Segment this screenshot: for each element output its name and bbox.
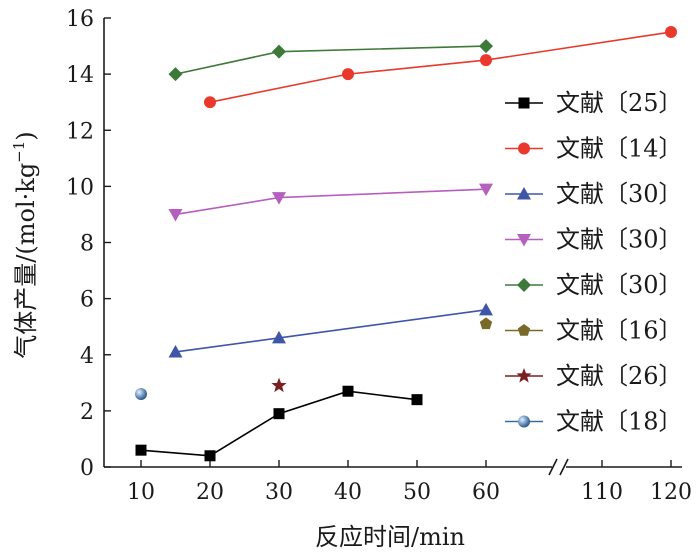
y-tick-label: 4 <box>80 344 94 369</box>
y-axis-title-group: 气体产量/(mol·kg−1) <box>10 131 40 358</box>
y-axis-title: 气体产量/(mol·kg−1) <box>10 131 40 358</box>
data-point-0-0 <box>135 444 147 456</box>
series-line-0 <box>140 390 418 457</box>
series-line-4 <box>175 45 487 75</box>
series-line-3 <box>175 188 487 216</box>
x-tick-label: 120 <box>650 480 692 505</box>
y-tick-label: 6 <box>80 288 94 313</box>
data-point-3-0 <box>168 208 183 222</box>
y-tick-label: 12 <box>66 119 94 144</box>
legend-label: 文献〔25〕 <box>556 89 683 117</box>
data-point-3-1 <box>272 192 286 205</box>
data-point-3-2 <box>479 183 493 197</box>
data-point-1-3 <box>665 26 677 39</box>
data-point-2-2 <box>479 302 493 316</box>
legend-marker <box>517 234 531 247</box>
legend-label: 文献〔16〕 <box>556 317 683 345</box>
y-tick-label: 10 <box>66 175 94 200</box>
legend-marker <box>517 324 531 336</box>
legend-marker <box>518 142 530 155</box>
data-point-7-0 <box>135 388 147 401</box>
legend-label: 文献〔14〕 <box>556 135 683 163</box>
x-tick-label: 10 <box>127 480 155 505</box>
y-tick-label: 14 <box>66 63 94 88</box>
legend-label: 文献〔30〕 <box>556 180 683 208</box>
y-tick-label: 2 <box>80 400 94 425</box>
legend-label: 文献〔18〕 <box>556 408 683 436</box>
series-line-2 <box>175 309 487 353</box>
legend-item: 文献〔25〕 <box>505 89 683 117</box>
data-point-2-1 <box>272 330 286 344</box>
legend-item: 文献〔30〕 <box>505 271 683 299</box>
data-point-4-2 <box>479 39 493 54</box>
legend-label: 文献〔30〕 <box>556 226 683 254</box>
x-tick-label: 50 <box>403 480 431 505</box>
data-point-4-1 <box>272 44 286 59</box>
data-point-4-0 <box>168 67 183 82</box>
y-tick-label: 0 <box>80 456 94 481</box>
legend-item: 文献〔26〕 <box>505 362 683 390</box>
legend-item: 文献〔18〕 <box>505 408 683 436</box>
legend: 文献〔25〕文献〔14〕文献〔30〕文献〔30〕文献〔30〕文献〔16〕文献〔2… <box>505 89 683 436</box>
data-point-0-3 <box>342 385 354 397</box>
x-tick-label: 40 <box>334 480 362 505</box>
legend-label: 文献〔30〕 <box>556 271 683 299</box>
data-point-0-2 <box>273 408 285 420</box>
legend-item: 文献〔16〕 <box>505 317 683 345</box>
legend-marker <box>517 187 531 200</box>
series-line-1 <box>209 31 672 103</box>
legend-item: 文献〔14〕 <box>505 135 683 163</box>
series-markers <box>135 26 677 462</box>
legend-item: 文献〔30〕 <box>505 180 683 208</box>
legend-item: 文献〔30〕 <box>505 226 683 254</box>
x-tick-label: 110 <box>581 480 623 505</box>
data-point-1-1 <box>342 68 354 81</box>
x-axis-title: 反应时间/min <box>315 523 465 551</box>
legend-marker <box>516 368 532 383</box>
y-ticks: 0 2 4 6 8 10 12 14 16 <box>66 7 111 481</box>
data-point-5-0 <box>479 317 493 330</box>
data-point-1-2 <box>480 54 492 67</box>
x-tick-label: 30 <box>265 480 293 505</box>
legend-label: 文献〔26〕 <box>556 362 683 390</box>
legend-marker <box>518 97 530 109</box>
y-axis-title-close: ) <box>12 131 40 140</box>
legend-marker <box>517 278 531 292</box>
x-tick-label: 60 <box>472 480 500 505</box>
y-axis-title-superscript: −1 <box>10 141 28 163</box>
y-tick-label: 16 <box>66 7 94 32</box>
axis-break-mark <box>548 458 569 476</box>
y-tick-label: 8 <box>80 232 94 257</box>
legend-marker <box>518 415 530 428</box>
data-point-2-0 <box>168 344 183 358</box>
x-ticks: 10 20 30 40 50 60 110 120 <box>127 460 692 505</box>
x-tick-label: 20 <box>196 480 224 505</box>
data-point-0-1 <box>204 450 216 462</box>
data-point-6-0 <box>271 377 287 393</box>
data-point-1-0 <box>204 96 216 109</box>
data-point-0-4 <box>411 394 423 406</box>
